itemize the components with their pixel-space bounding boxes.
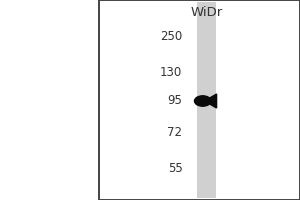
Text: 130: 130: [160, 66, 182, 78]
Text: WiDr: WiDr: [190, 5, 223, 19]
Text: 55: 55: [168, 162, 182, 176]
Text: 72: 72: [167, 127, 182, 140]
Text: 250: 250: [160, 30, 182, 44]
FancyBboxPatch shape: [99, 0, 300, 200]
FancyBboxPatch shape: [197, 2, 216, 198]
Ellipse shape: [194, 96, 211, 106]
Polygon shape: [205, 94, 217, 108]
Text: 95: 95: [167, 95, 182, 108]
